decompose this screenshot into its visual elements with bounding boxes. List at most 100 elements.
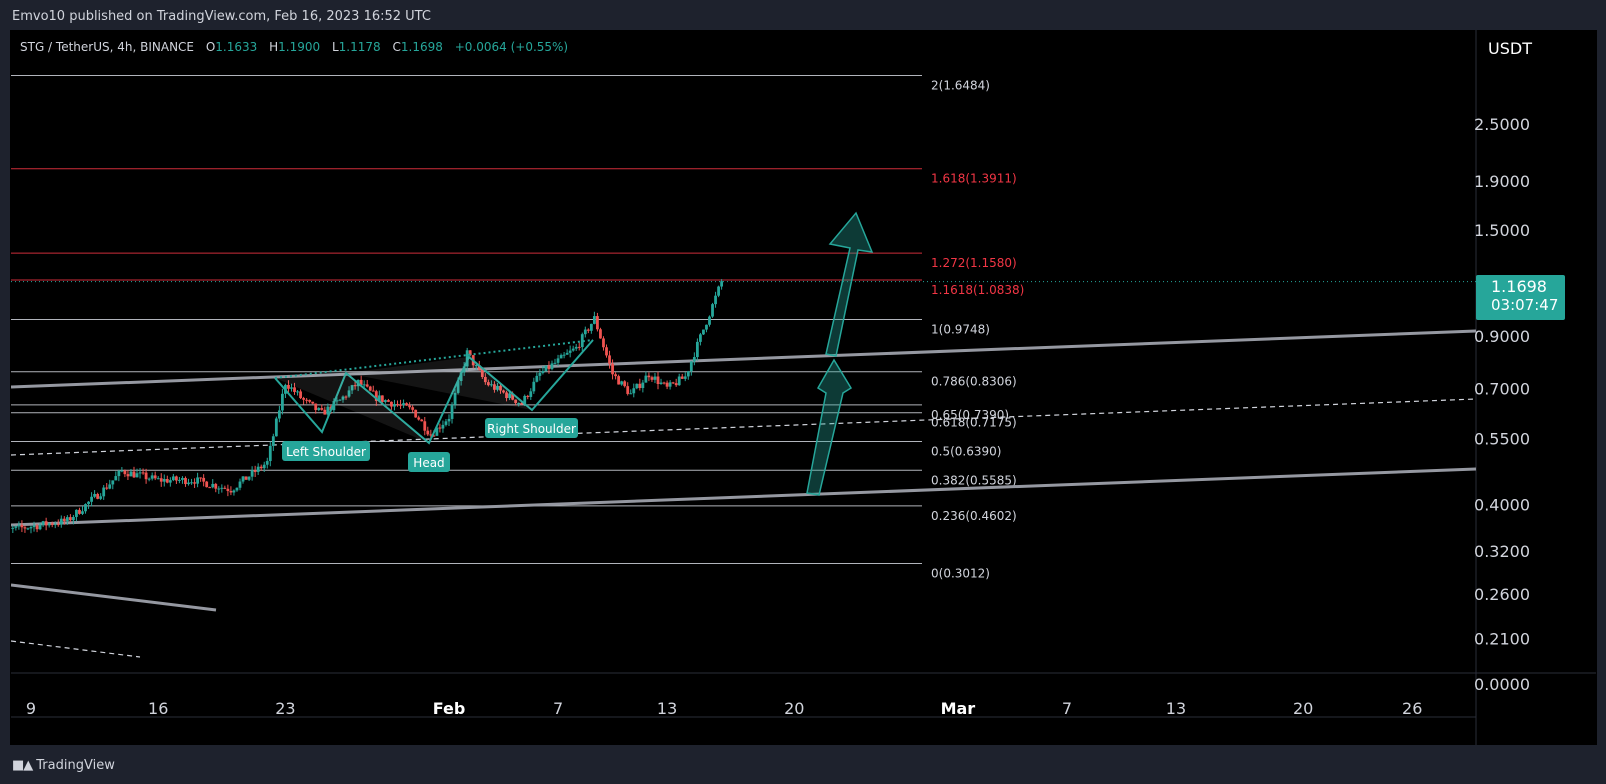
candle-body <box>159 478 163 482</box>
candle-body <box>559 355 563 359</box>
candle-body <box>580 334 584 348</box>
candle-body <box>705 324 708 330</box>
footer[interactable]: ■▲ TradingView <box>12 755 115 775</box>
candle-body <box>153 475 157 479</box>
candle-body <box>299 391 302 399</box>
candle-body <box>626 386 630 394</box>
candle-body <box>350 385 354 391</box>
candle-body <box>435 427 439 436</box>
candle-body <box>671 382 675 384</box>
up-arrow-lower[interactable] <box>806 358 853 496</box>
candle-body <box>508 393 511 399</box>
candle-body <box>65 517 69 522</box>
candle-body <box>23 527 27 529</box>
candle-body <box>72 516 75 521</box>
candle-body <box>514 399 518 404</box>
candle-body <box>589 323 593 331</box>
fib-level-label: 0(0.3012) <box>931 567 990 581</box>
candle-body <box>605 347 608 356</box>
candle-body <box>187 482 190 485</box>
candle-body <box>480 369 484 378</box>
candle-body <box>202 477 206 482</box>
candle-body <box>320 408 324 410</box>
symbol-legend[interactable]: STG / TetherUS, 4h, BINANCE O1.1633 H1.1… <box>20 40 576 54</box>
price-tick-label: 1.9000 <box>1474 172 1530 191</box>
candle-body <box>680 376 684 379</box>
candle-body <box>380 395 384 403</box>
candle-body <box>656 376 660 385</box>
price-tick-label: 2.5000 <box>1474 115 1530 134</box>
candle-body <box>253 470 257 472</box>
candle-body <box>265 461 269 465</box>
head-label-box[interactable] <box>408 452 450 472</box>
currency-label[interactable]: USDT <box>1488 39 1532 58</box>
candle-body <box>223 487 227 489</box>
support-trendline[interactable] <box>11 467 1476 527</box>
tradingview-logo-icon[interactable]: ■▲ <box>12 757 33 773</box>
candle-body <box>477 365 481 370</box>
publish-header: Emvo10 published on TradingView.com, Feb… <box>0 0 1606 34</box>
candle-body <box>11 527 12 529</box>
head-and-shoulders-pattern[interactable]: Left Shoulder Head Right Shoulder <box>274 339 594 472</box>
last-price-tag: 1.1698 03:07:47 <box>1476 275 1565 320</box>
candle-body <box>338 399 342 401</box>
candle-body <box>668 382 672 387</box>
chart-frame[interactable] <box>10 30 1597 745</box>
left-shoulder-label-box[interactable] <box>282 441 370 461</box>
candle-body <box>662 382 666 384</box>
right-shoulder-label-box[interactable] <box>485 418 578 438</box>
left-shoulder-label: Left Shoulder <box>286 445 366 459</box>
up-arrow-upper[interactable] <box>825 211 874 357</box>
candle-body <box>490 384 493 386</box>
candle-body <box>132 471 136 478</box>
candle-body <box>232 490 236 493</box>
candle-body <box>259 466 263 469</box>
candle-body <box>193 482 196 484</box>
price-axis[interactable]: 2.5000 1.9000 1.5000 0.9000 0.7000 0.5500 0.40… <box>1474 115 1530 694</box>
candle-body <box>211 483 215 488</box>
candle-body <box>465 350 469 367</box>
candle-body <box>674 383 678 386</box>
open-label: O <box>205 40 216 54</box>
pattern-zigzag[interactable] <box>274 339 594 445</box>
pattern-top-line[interactable] <box>274 339 594 379</box>
neckline-trendline[interactable] <box>11 329 1476 389</box>
dashed-lower-line[interactable] <box>11 640 141 658</box>
candle-body <box>602 338 605 348</box>
symbol-title[interactable]: STG / TetherUS, 4h, BINANCE <box>20 40 195 54</box>
footer-brand[interactable]: TradingView <box>36 757 115 773</box>
price-tick-label: 0.2600 <box>1474 585 1530 604</box>
lower-trendline[interactable] <box>11 583 217 612</box>
fib-level-label: 0.236(0.4602) <box>931 509 1017 523</box>
candle-body <box>308 400 312 402</box>
candle-body <box>526 395 530 397</box>
candle-body <box>699 334 702 342</box>
candle-body <box>417 417 421 420</box>
trendlines[interactable] <box>11 329 1476 658</box>
candle-body <box>408 405 412 408</box>
fib-level-label: 0.786(0.8306) <box>931 375 1017 389</box>
candle-body <box>665 382 669 387</box>
candle-body <box>447 418 451 422</box>
dashed-channel-line[interactable] <box>11 398 1476 456</box>
candle-body <box>586 329 590 331</box>
candle-body <box>399 404 402 406</box>
candle-body <box>274 418 278 437</box>
projection-arrows[interactable] <box>806 211 874 496</box>
candle-body <box>529 391 533 397</box>
candle-body <box>244 476 248 480</box>
candle-body <box>538 372 542 376</box>
time-tick-label: Mar <box>941 699 976 718</box>
time-axis[interactable]: 9 16 23 Feb 7 13 20 Mar 7 13 20 26 <box>26 699 1422 718</box>
candle-body <box>511 393 515 400</box>
candle-body <box>377 395 381 401</box>
price-tick-label: 0.2100 <box>1474 629 1530 648</box>
fibonacci-retracement[interactable]: 4.272(3.1788)3.272(2.5052)2.618(2.0647)2… <box>11 0 1476 581</box>
candle-body <box>577 346 581 348</box>
candle-body <box>323 409 327 415</box>
candle-body <box>117 470 121 477</box>
candle-body <box>174 476 178 481</box>
candle-body <box>683 376 687 379</box>
candle-body <box>556 358 560 363</box>
